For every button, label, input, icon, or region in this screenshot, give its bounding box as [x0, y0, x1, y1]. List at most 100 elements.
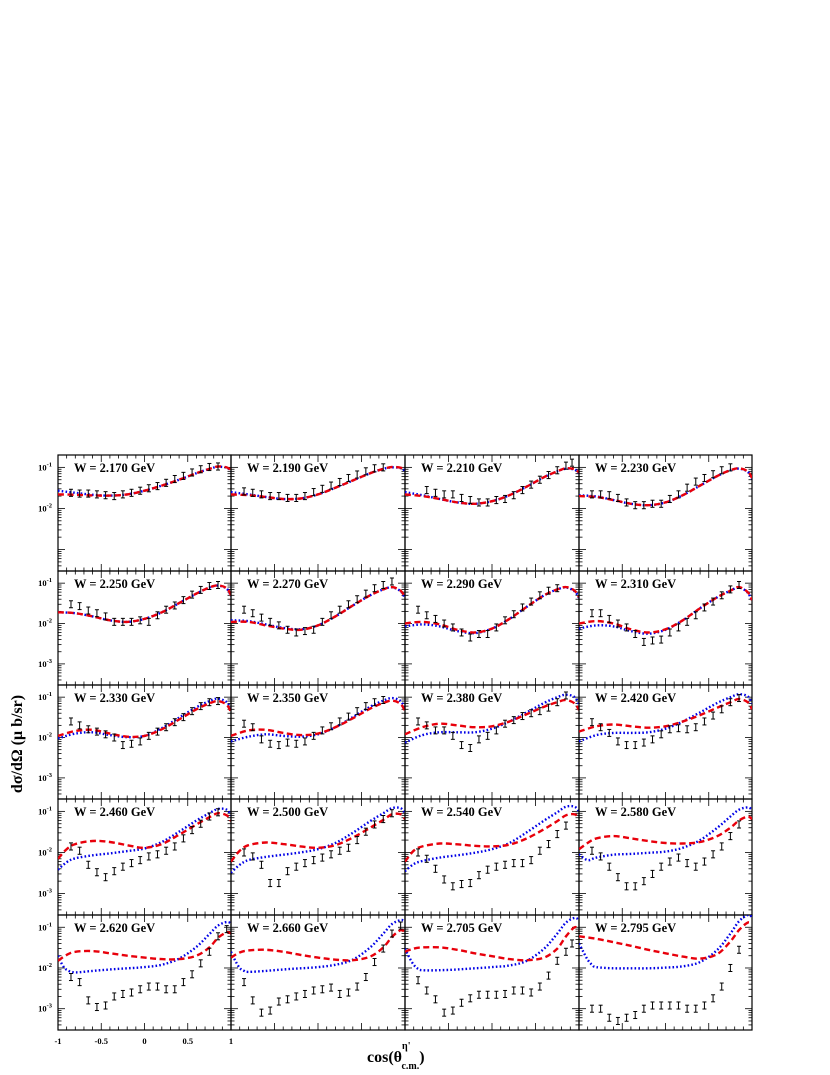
data-point	[268, 1006, 273, 1015]
data-point	[250, 996, 255, 1005]
y-tick-label: 10-3	[38, 1003, 53, 1014]
data-point	[650, 636, 655, 645]
data-point	[285, 493, 290, 503]
panel: W = 2.540 GeV	[404, 798, 580, 916]
data-point	[624, 623, 629, 632]
data-point	[494, 990, 499, 999]
data-point	[112, 617, 117, 626]
data-point	[172, 842, 177, 851]
panel-label: W = 2.660 GeV	[247, 921, 328, 935]
panel-label: W = 2.795 GeV	[595, 921, 676, 935]
data-point	[424, 611, 429, 620]
data-point	[737, 694, 742, 703]
data-point	[598, 1004, 603, 1013]
panel-label: W = 2.500 GeV	[247, 805, 328, 819]
data-point	[320, 484, 325, 493]
panel-grid: 10-1 10-2 W = 2.170 GeV W = 2.190 GeV W = 2.…	[38, 454, 753, 1031]
panel-plot-area	[58, 462, 231, 501]
data-point	[216, 462, 221, 471]
data-point	[702, 473, 707, 483]
data-point	[302, 859, 307, 868]
data-point	[146, 484, 151, 493]
data-point	[138, 856, 143, 865]
x-tick-label: -0.5	[95, 1036, 108, 1046]
dashed-model-curve	[58, 699, 231, 739]
panel: W = 2.230 GeV	[578, 454, 753, 572]
data-point	[503, 860, 508, 869]
panel: 10-1 10-2 10-3 W = 2.460 GeV	[38, 798, 232, 916]
data-point	[276, 741, 281, 750]
data-point	[355, 470, 360, 479]
data-point	[563, 821, 568, 830]
panel-label: W = 2.580 GeV	[595, 805, 676, 819]
data-point	[190, 970, 195, 979]
panel: 10-1 10-2 W = 2.170 GeV	[38, 454, 232, 572]
data-point	[77, 602, 82, 611]
data-point	[311, 986, 316, 995]
data-point	[164, 605, 169, 614]
data-point	[589, 718, 594, 727]
panel: 10-1 10-2 10-3 W = 2.250 GeV	[38, 570, 232, 686]
data-point	[537, 982, 542, 991]
data-point	[190, 826, 195, 835]
data-point	[103, 730, 108, 739]
data-point	[346, 600, 351, 609]
data-point	[711, 711, 716, 720]
data-point	[659, 862, 664, 871]
data-point	[728, 463, 733, 472]
data-point	[520, 712, 525, 721]
panel-label: W = 2.230 GeV	[595, 461, 676, 475]
data-point	[155, 982, 160, 991]
data-point	[363, 827, 368, 836]
data-point	[77, 978, 82, 987]
data-point	[676, 623, 681, 632]
data-point	[172, 985, 177, 994]
data-point	[86, 489, 91, 498]
data-point	[103, 1001, 108, 1010]
data-point	[598, 490, 603, 499]
y-tick-label: 10-3	[38, 888, 53, 899]
data-point	[433, 995, 438, 1004]
panel: W = 2.380 GeV	[404, 684, 580, 800]
y-tick-label: 10-2	[38, 732, 52, 743]
data-point	[190, 707, 195, 716]
data-point	[615, 493, 620, 503]
panel-label: W = 2.380 GeV	[421, 691, 502, 705]
data-point	[181, 471, 186, 480]
panel: W = 2.420 GeV	[578, 684, 753, 800]
data-point	[633, 1010, 638, 1020]
data-point	[250, 488, 255, 497]
dotted-model-curve	[405, 804, 579, 873]
data-point	[468, 633, 473, 642]
data-point	[94, 490, 99, 499]
data-point	[276, 621, 281, 630]
data-point	[68, 717, 73, 726]
data-point	[711, 470, 716, 479]
data-point	[424, 986, 429, 995]
panel: W = 2.310 GeV	[578, 570, 753, 686]
dotted-model-curve	[405, 916, 579, 972]
data-point	[320, 985, 325, 994]
data-point	[181, 978, 186, 987]
y-tick-label: 10-1	[38, 691, 52, 702]
data-point	[615, 873, 620, 882]
data-point	[659, 730, 664, 739]
panel: W = 2.270 GeV	[230, 570, 406, 686]
data-point	[676, 853, 681, 862]
data-point	[302, 627, 307, 636]
data-point	[607, 614, 612, 623]
data-point	[372, 464, 377, 473]
data-point	[737, 945, 742, 954]
data-point	[311, 856, 316, 865]
data-point	[503, 989, 508, 998]
data-point	[476, 498, 481, 507]
data-point	[442, 726, 447, 735]
data-point	[363, 589, 368, 598]
data-point	[329, 722, 334, 731]
data-point	[346, 988, 351, 997]
data-point	[442, 619, 447, 628]
data-point	[511, 986, 516, 995]
data-point	[94, 609, 99, 618]
data-point	[259, 1008, 264, 1017]
data-point	[633, 741, 638, 750]
